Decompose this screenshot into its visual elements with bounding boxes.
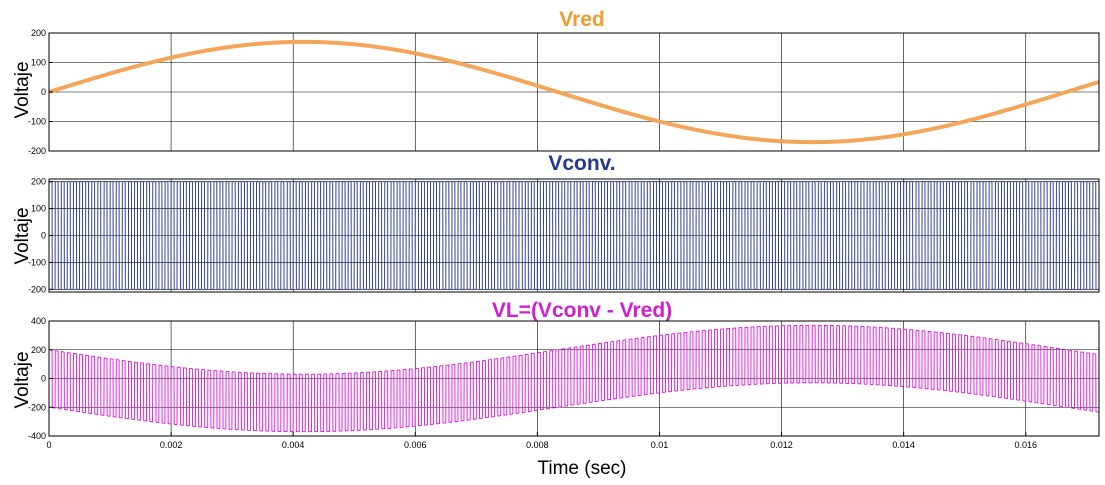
y-tick-label: 200: [31, 345, 46, 355]
panel-vl: VL=(Vconv - Vred) Voltaje -400 -200 0 200 40…: [12, 299, 1100, 450]
x-axis-label: Time (sec): [537, 458, 626, 479]
y-tick-label: -100: [28, 257, 46, 267]
panel-title: VL=(Vconv - Vred): [492, 299, 672, 322]
y-tick-label: -400: [28, 431, 46, 441]
y-ticks: -200 -100 0 100 200: [28, 177, 53, 294]
series-vconv: [48, 181, 1100, 290]
y-ticks: -200 -100 0 100 200: [28, 28, 53, 156]
y-ticks: -400 -200 0 200 400: [28, 316, 53, 441]
y-axis-label: Voltaje: [12, 207, 33, 264]
y-tick-label: 0: [41, 87, 46, 97]
y-tick-label: -200: [28, 146, 46, 156]
y-tick-label: 400: [31, 316, 46, 326]
series-vl: [48, 324, 1100, 433]
x-tick-label: 0.012: [770, 440, 793, 450]
y-tick-label: -200: [28, 284, 46, 294]
grid: [49, 33, 1099, 151]
series-line: [48, 39, 1100, 145]
y-tick-label: 0: [41, 231, 46, 241]
series-line: [48, 324, 1100, 433]
y-axis-label: Voltaje: [12, 61, 33, 118]
y-tick-label: -200: [28, 402, 46, 412]
y-tick-label: 100: [31, 58, 46, 68]
y-axis-label: Voltaje: [12, 351, 33, 408]
panel-vconv: Vconv. Voltaje -200 -100 0 100 200: [12, 152, 1100, 294]
y-tick-label: 200: [31, 177, 46, 187]
y-tick-label: 100: [31, 204, 46, 214]
x-ticks: 0 0.002 0.004 0.006 0.008 0.01 0.012 0.014 0.016: [46, 432, 1037, 450]
x-tick-label: 0.006: [404, 440, 427, 450]
panel-title: Vred: [559, 8, 605, 31]
x-tick-label: 0.014: [892, 440, 915, 450]
series-line: [48, 181, 1100, 290]
y-tick-label: 200: [31, 28, 46, 38]
x-tick-label: 0.01: [651, 440, 669, 450]
x-tick-label: 0.002: [160, 440, 183, 450]
x-tick-label: 0: [46, 440, 51, 450]
panel-title: Vconv.: [548, 152, 615, 175]
x-tick-label: 0.008: [526, 440, 549, 450]
x-tick-label: 0.016: [1014, 440, 1037, 450]
y-tick-label: 0: [41, 374, 46, 384]
y-tick-label: -100: [28, 117, 46, 127]
series-vred: [48, 39, 1100, 145]
panel-vred: Vred Voltaje -200 -100 0 100 200: [12, 8, 1100, 156]
x-tick-label: 0.004: [282, 440, 305, 450]
